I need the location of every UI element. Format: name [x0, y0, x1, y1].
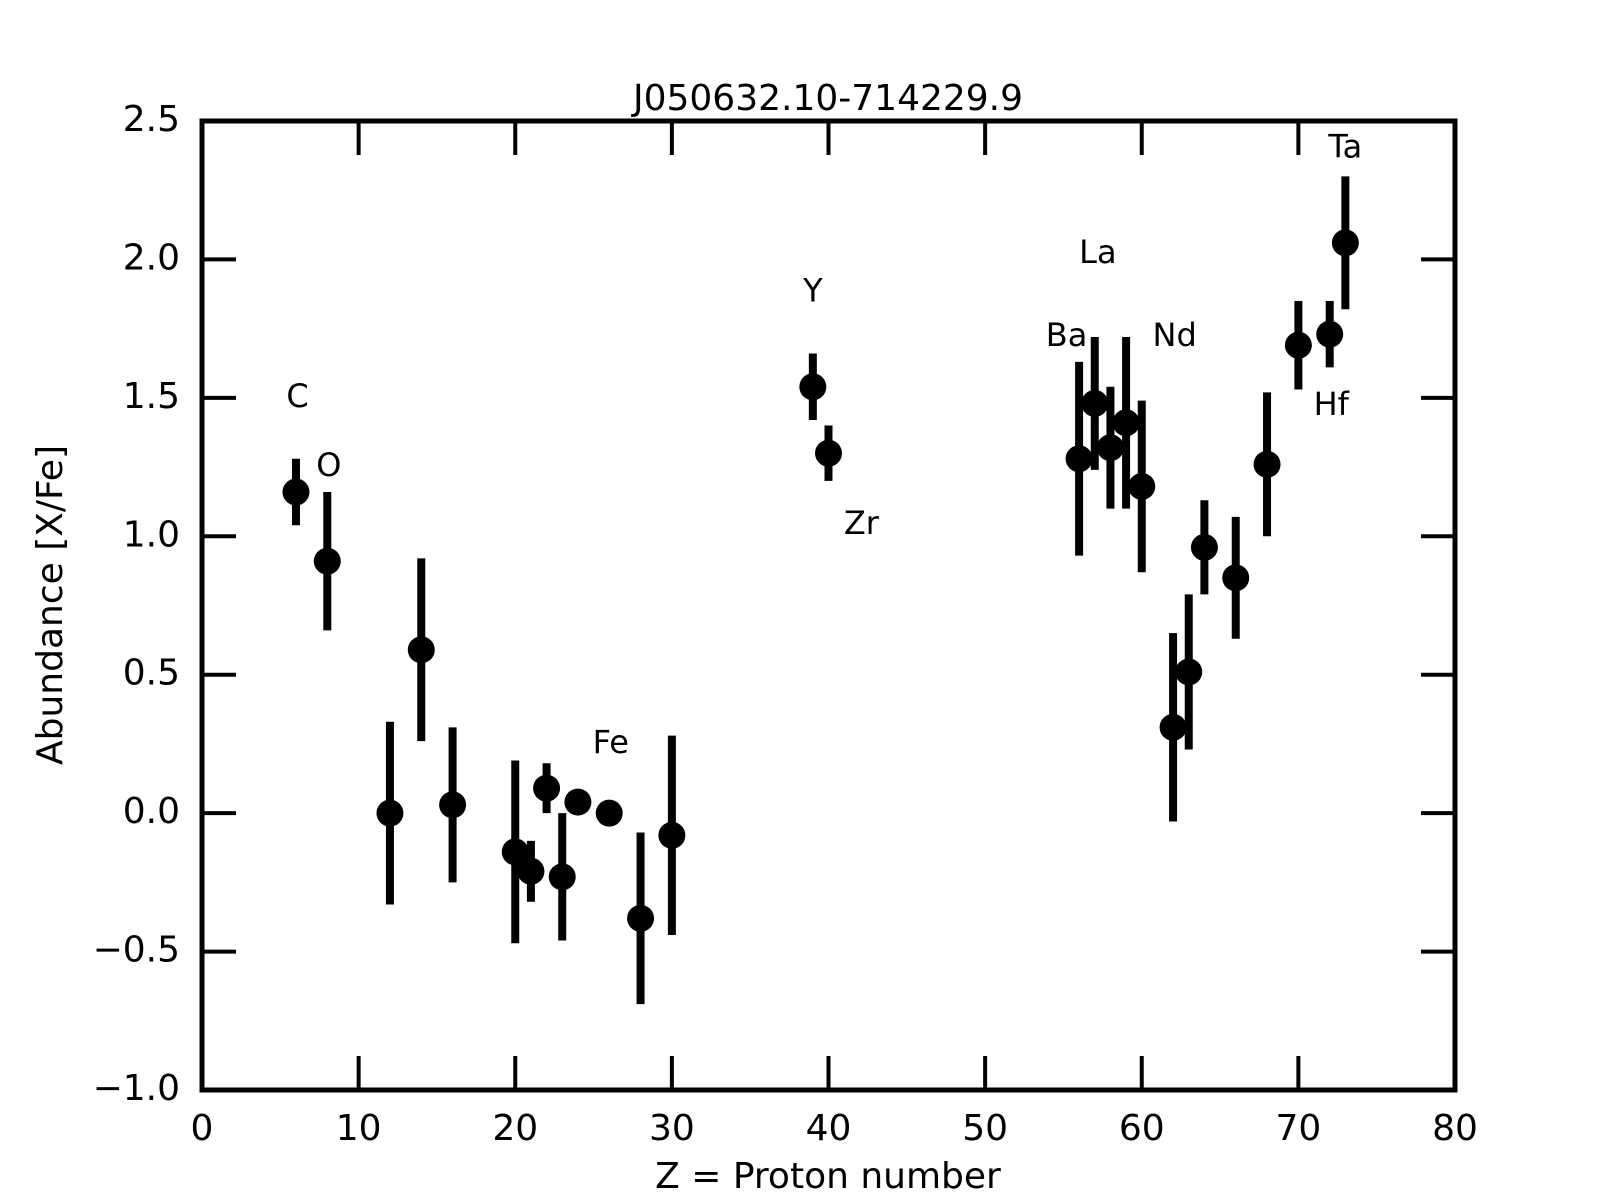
- element-label: O: [316, 446, 341, 484]
- data-point: [313, 547, 341, 575]
- x-tick-label: 30: [649, 1108, 695, 1149]
- data-point: [1253, 450, 1281, 478]
- data-point: [1112, 409, 1140, 437]
- y-tick-label: 1.0: [123, 514, 180, 555]
- data-point: [1316, 320, 1344, 348]
- data-point: [658, 821, 686, 849]
- element-label: Zr: [844, 504, 880, 542]
- element-label: La: [1079, 233, 1116, 271]
- data-point: [407, 636, 435, 664]
- y-tick-label: 1.5: [123, 376, 180, 417]
- chart-title: J050632.10-714229.9: [631, 78, 1023, 119]
- data-point: [1128, 472, 1156, 500]
- data-point: [1222, 564, 1250, 592]
- y-tick-label: 2.0: [123, 237, 180, 278]
- element-label: Fe: [593, 723, 629, 761]
- x-tick-label: 70: [1275, 1108, 1321, 1149]
- data-point: [533, 774, 561, 802]
- x-tick-label: 80: [1432, 1108, 1478, 1149]
- element-label: C: [286, 377, 308, 415]
- x-tick-label: 40: [806, 1108, 852, 1149]
- element-label: Nd: [1153, 316, 1197, 354]
- data-point: [799, 373, 827, 401]
- element-label: Ta: [1327, 128, 1362, 166]
- data-point: [815, 439, 842, 467]
- data-point: [564, 788, 592, 816]
- data-point: [1175, 658, 1203, 686]
- y-tick-label: 2.5: [123, 99, 180, 140]
- data-point: [1081, 389, 1109, 417]
- data-point: [1190, 533, 1218, 561]
- x-tick-label: 10: [336, 1108, 382, 1149]
- element-label: Y: [802, 272, 823, 310]
- data-point: [1159, 713, 1187, 741]
- y-axis-label: Abundance [X/Fe]: [30, 445, 71, 765]
- x-tick-label: 20: [492, 1108, 538, 1149]
- data-point: [1096, 434, 1124, 462]
- y-tick-label: −0.5: [93, 930, 180, 971]
- y-tick-label: −1.0: [93, 1068, 180, 1109]
- x-tick-label: 60: [1119, 1108, 1165, 1149]
- data-point: [1284, 331, 1312, 359]
- data-point: [1331, 229, 1359, 257]
- data-point: [595, 799, 623, 827]
- data-point: [627, 904, 655, 932]
- element-label: Hf: [1314, 385, 1350, 423]
- data-point: [376, 799, 404, 827]
- x-tick-label: 50: [962, 1108, 1008, 1149]
- y-tick-label: 0.5: [123, 653, 180, 694]
- element-label: Ba: [1046, 316, 1088, 354]
- data-point: [439, 791, 467, 819]
- data-point: [517, 857, 545, 885]
- y-tick-label: 0.0: [123, 791, 180, 832]
- data-point: [548, 863, 576, 891]
- x-tick-label: 0: [191, 1108, 214, 1149]
- data-point: [282, 478, 310, 506]
- data-point: [1065, 445, 1093, 473]
- x-axis-label: Z = Proton number: [655, 1156, 1001, 1197]
- plot-frame: [199, 118, 1458, 1093]
- data-point: [501, 838, 529, 866]
